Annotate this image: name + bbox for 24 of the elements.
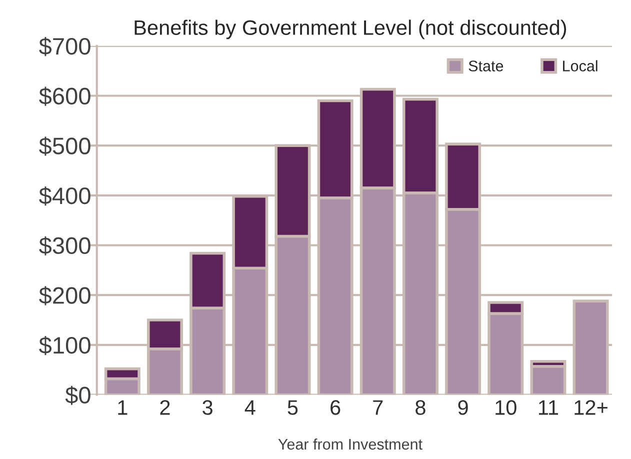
x-tick-label: 10	[496, 400, 516, 415]
x-tick-label: 2	[160, 400, 170, 415]
y-tick-label: $200	[39, 286, 90, 306]
x-tick-label: 8	[416, 400, 426, 415]
y-tick-label: $600	[39, 86, 90, 106]
y-tick-label: $500	[39, 136, 90, 156]
x-tick-label: 7	[373, 400, 383, 415]
x-tick-label: 4	[244, 400, 256, 415]
x-tick-label: 5	[288, 400, 298, 415]
x-tick-label: 6	[330, 400, 340, 415]
y-tick-label: $300	[39, 236, 90, 256]
x-tick-label: 3	[202, 400, 212, 415]
x-tick-label: 11	[538, 400, 558, 415]
y-tick-label: $0	[65, 386, 90, 405]
legend-label: State	[468, 60, 504, 72]
x-tick-label: 9	[458, 400, 468, 415]
x-tick-label: 1	[118, 400, 128, 415]
y-tick-label: $100	[39, 336, 90, 356]
y-tick-label: $400	[39, 186, 90, 206]
chart-title: Benefits by Government Level (not discounted)	[134, 20, 566, 40]
x-tick-label: 12+	[574, 400, 608, 415]
y-tick-label: $700	[39, 36, 90, 56]
x-axis-title: Year from Investment	[278, 438, 422, 450]
legend-label: Local	[563, 60, 598, 72]
